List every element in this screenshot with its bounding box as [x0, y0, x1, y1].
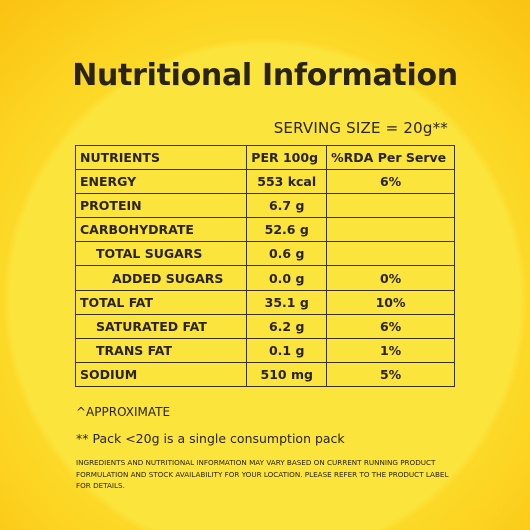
- rda-value: [326, 193, 455, 219]
- table-row: PROTEIN 6.7 g: [74, 193, 455, 219]
- rda-value: 10%: [326, 289, 455, 315]
- nutrient-name: SATURATED FAT: [74, 313, 248, 339]
- table-row: TOTAL SUGARS 0.6 g: [74, 241, 455, 267]
- approximate-note: ^APPROXIMATE: [76, 405, 171, 419]
- nutrient-name: TOTAL FAT: [74, 289, 248, 315]
- nutrient-name: TRANS FAT: [74, 337, 248, 363]
- table-row: ENERGY 553 kcal 6%: [74, 169, 455, 195]
- per-100g-value: 6.2 g: [246, 313, 328, 339]
- disclaimer-text: INGREDIENTS AND NUTRITIONAL INFORMATION …: [76, 458, 449, 490]
- rda-value: [326, 241, 455, 267]
- nutrient-name: ENERGY: [74, 169, 248, 195]
- nutrient-name: SODIUM: [74, 361, 248, 387]
- per-100g-value: 52.6 g: [246, 217, 328, 243]
- nutrition-table: NUTRIENTS PER 100g %RDA Per Serve ENERGY…: [74, 144, 455, 387]
- table-header-row: NUTRIENTS PER 100g %RDA Per Serve: [74, 144, 455, 171]
- header-nutrients: NUTRIENTS: [74, 144, 248, 171]
- table-row: CARBOHYDRATE 52.6 g: [74, 217, 455, 243]
- rda-value: 0%: [326, 265, 455, 291]
- table-row: ADDED SUGARS 0.0 g 0%: [74, 265, 455, 291]
- per-100g-value: 510 mg: [246, 361, 328, 387]
- rda-value: 5%: [326, 361, 455, 387]
- header-per-100g: PER 100g: [246, 144, 328, 171]
- nutrient-name: ADDED SUGARS: [74, 265, 248, 291]
- pack-note: ** Pack <20g is a single consumption pac…: [76, 431, 345, 446]
- table-row: SODIUM 510 mg 5%: [74, 361, 455, 387]
- per-100g-value: 553 kcal: [246, 169, 328, 195]
- rda-value: 6%: [326, 313, 455, 339]
- nutrient-name: CARBOHYDRATE: [74, 217, 248, 243]
- per-100g-value: 0.1 g: [246, 337, 328, 363]
- per-100g-value: 0.6 g: [246, 241, 328, 267]
- page-title: Nutritional Information: [72, 58, 458, 93]
- rda-value: 6%: [326, 169, 455, 195]
- per-100g-value: 6.7 g: [246, 193, 328, 219]
- per-100g-value: 35.1 g: [246, 289, 328, 315]
- nutrient-name: PROTEIN: [74, 193, 248, 219]
- table-row: TRANS FAT 0.1 g 1%: [74, 337, 455, 363]
- table-row: TOTAL FAT 35.1 g 10%: [74, 289, 455, 315]
- serving-size: SERVING SIZE = 20g**: [273, 119, 448, 137]
- nutrient-name: TOTAL SUGARS: [74, 241, 248, 267]
- nutrition-table-body: ENERGY 553 kcal 6% PROTEIN 6.7 g CARBOHYDRATE…: [74, 169, 455, 387]
- rda-value: [326, 217, 455, 243]
- header-rda: %RDA Per Serve: [326, 144, 455, 171]
- per-100g-value: 0.0 g: [246, 265, 328, 291]
- table-row: SATURATED FAT 6.2 g 6%: [74, 313, 455, 339]
- rda-value: 1%: [326, 337, 455, 363]
